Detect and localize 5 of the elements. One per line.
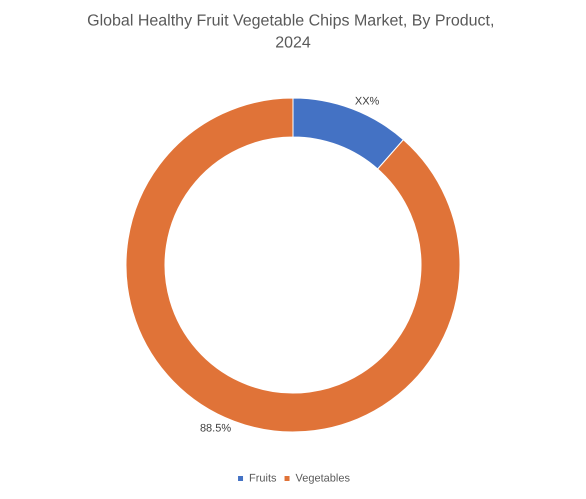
chart-title: Global Healthy Fruit Vegetable Chips Market, By Product, 2024 — [87, 12, 499, 52]
data-label: 88.5% — [200, 422, 232, 435]
legend-label: Fruits — [249, 472, 278, 484]
data-label: XX% — [354, 95, 380, 108]
legend-label: Vegetables — [296, 472, 350, 484]
